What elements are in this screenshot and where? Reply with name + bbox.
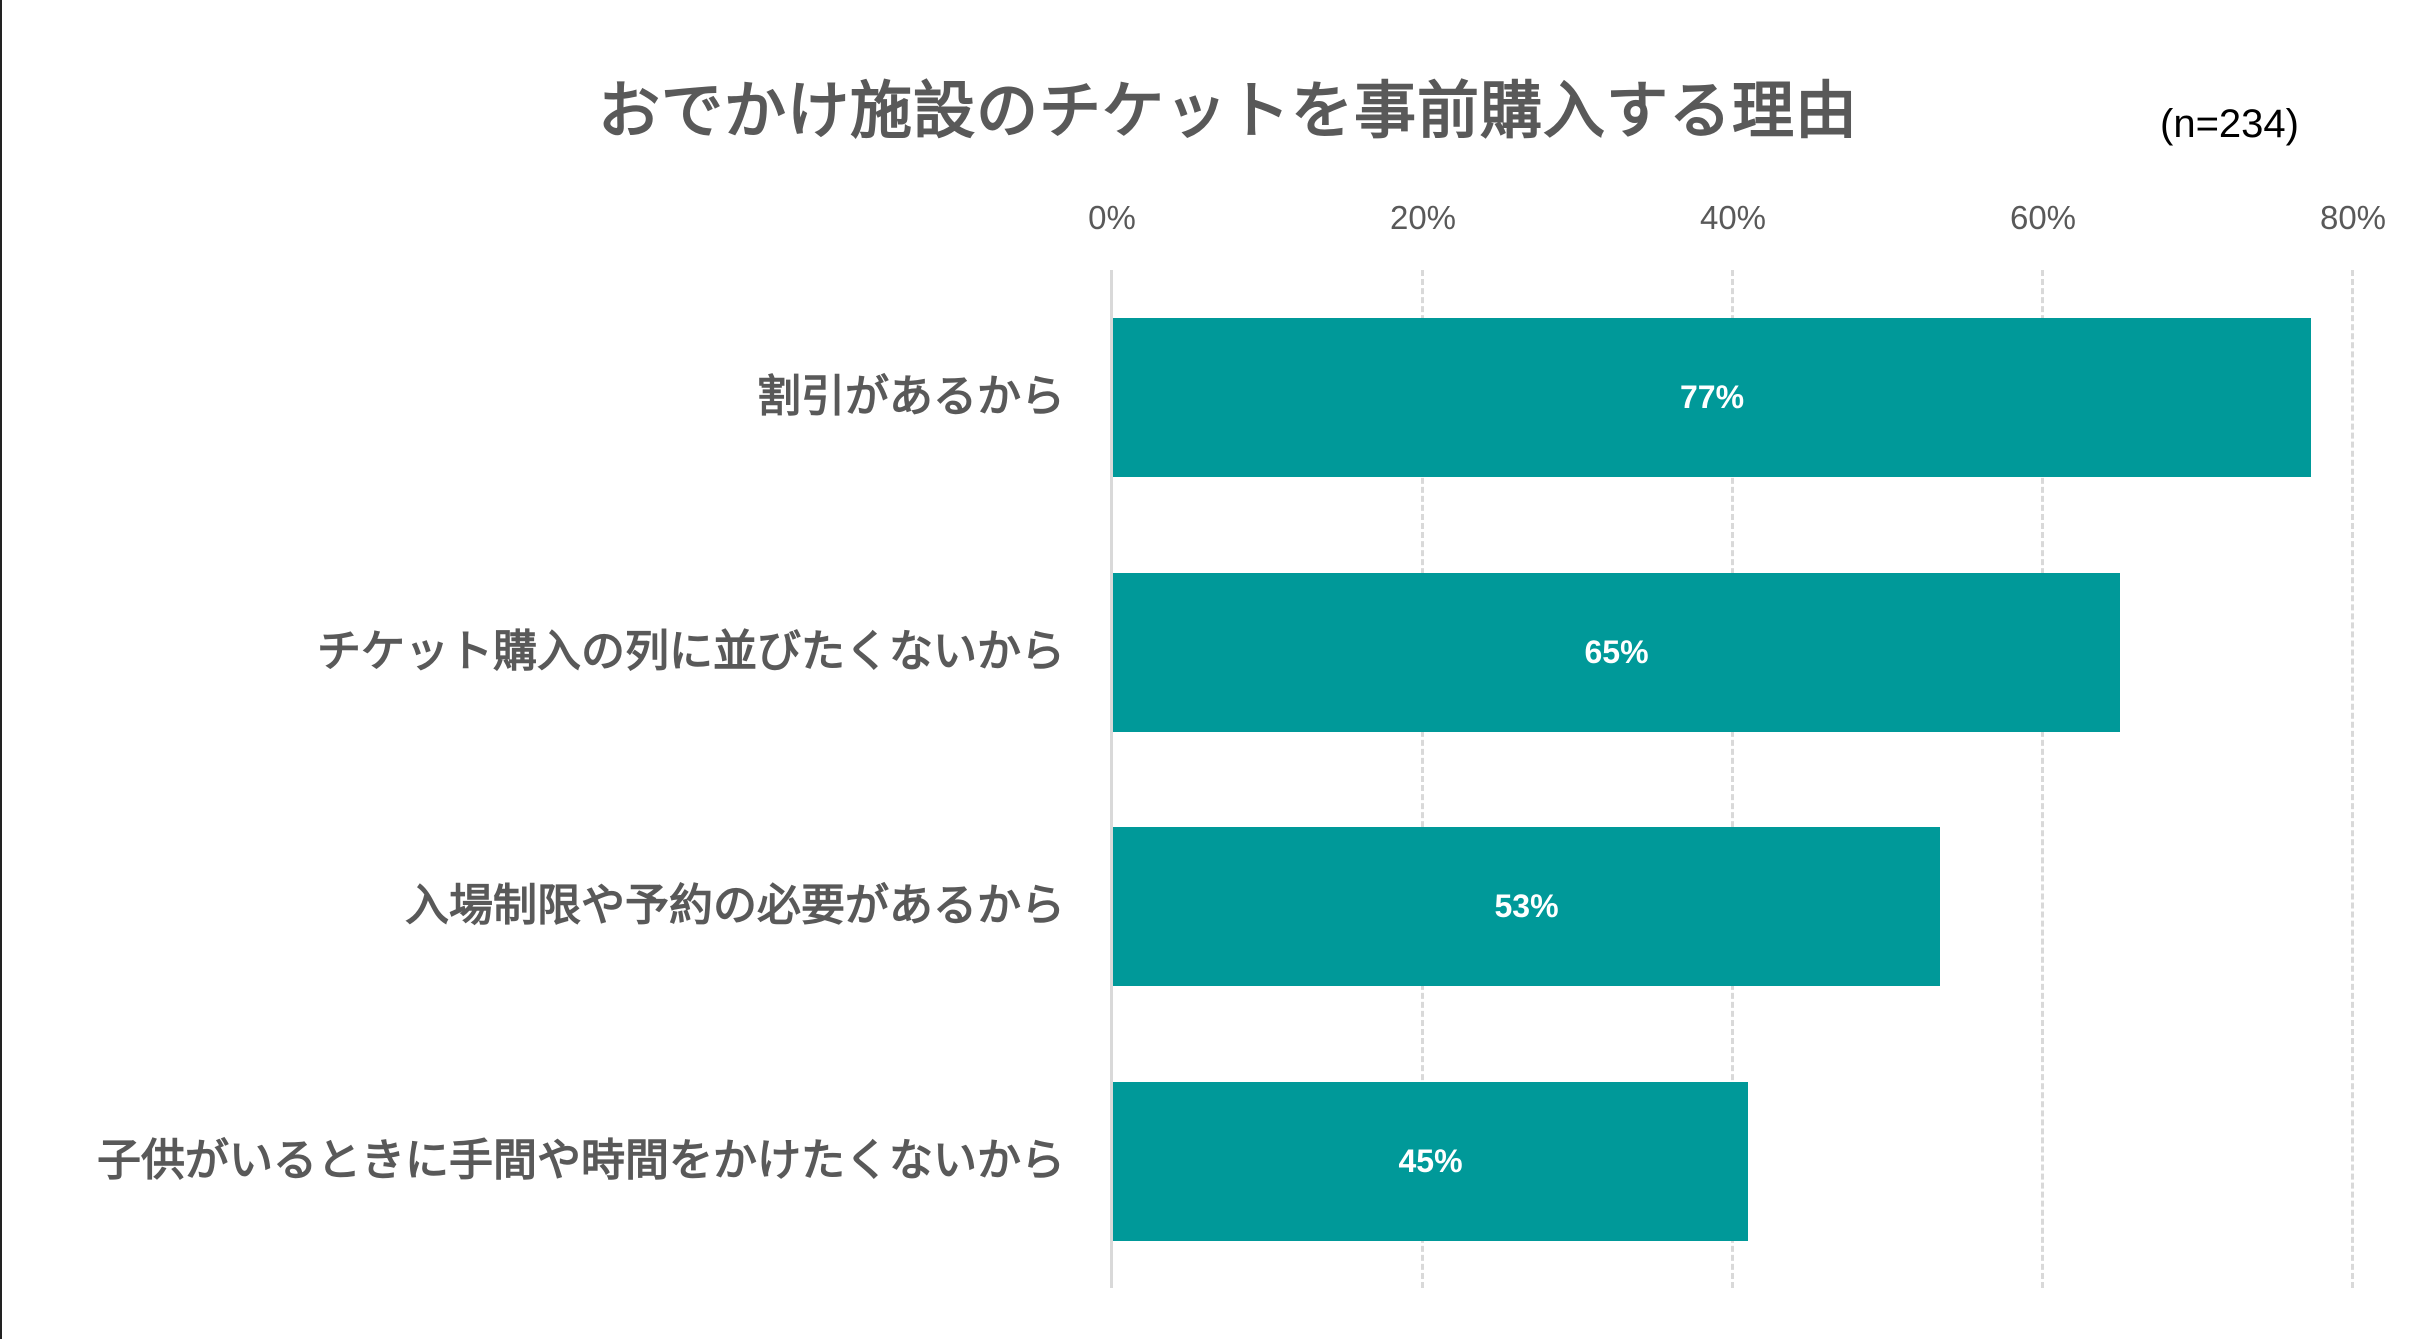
x-tick-20: 20% — [1389, 199, 1457, 236]
left-border — [0, 0, 2, 1339]
category-label: チケット購入の列に並びたくないから — [317, 626, 1065, 677]
bar-value-label: 53% — [1494, 888, 1559, 924]
bar: 45% — [1113, 1082, 1748, 1241]
x-tick-0: 0% — [1088, 199, 1136, 236]
bar: 77% — [1113, 318, 2311, 477]
bar: 65% — [1113, 573, 2120, 732]
category-label: 子供がいるときに手間や時間をかけたくないから — [97, 1135, 1065, 1186]
gridline-80 — [2351, 270, 2354, 1288]
bar-value-label: 45% — [1398, 1143, 1463, 1179]
bar: 53% — [1113, 827, 1940, 986]
gridline-40 — [1731, 270, 1734, 1288]
bar-value-label: 65% — [1584, 634, 1649, 670]
category-label: 割引があるから — [757, 371, 1065, 422]
gridline-60 — [2041, 270, 2044, 1288]
sample-size-label: (n=234) — [2160, 102, 2299, 146]
bar-value-label: 77% — [1679, 379, 1745, 415]
y-axis-line — [1110, 270, 1113, 1288]
chart-title: おでかけ施設のチケットを事前購入する理由 — [598, 74, 1859, 147]
gridline-20 — [1421, 270, 1424, 1288]
x-tick-80: 80% — [2319, 199, 2387, 236]
x-tick-40: 40% — [1699, 199, 1767, 236]
category-label: 入場制限や予約の必要があるから — [405, 880, 1065, 931]
x-tick-60: 60% — [2009, 199, 2077, 236]
